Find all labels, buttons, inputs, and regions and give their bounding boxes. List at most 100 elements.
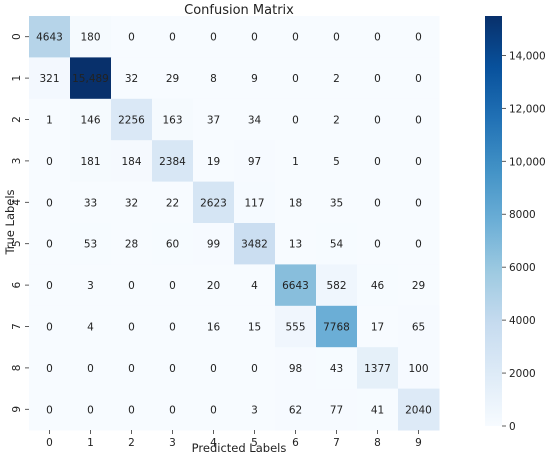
heatmap-cell-r5-c3 (152, 223, 194, 265)
heatmap-cell-r5-c5 (234, 223, 276, 265)
colorbar-tick-label-1: 2000 (509, 368, 536, 380)
heatmap-cell-r6-c1 (70, 264, 112, 307)
heatmap-cell-r3-c8 (357, 140, 399, 183)
cell-label-r5-c6: 13 (289, 239, 302, 251)
cell-label-r1-c9: 0 (415, 73, 422, 85)
cell-label-r0-c2: 0 (128, 32, 135, 44)
heatmap-cell-r0-c6 (275, 16, 317, 58)
heatmap-cell-r5-c4 (193, 223, 235, 265)
heatmap-cell-r2-c1 (70, 98, 112, 141)
cell-label-r4-c2: 32 (125, 197, 138, 209)
heatmap-cell-r7-c0 (29, 305, 71, 348)
heatmap-cell-r2-c6 (275, 98, 317, 141)
colorbar-gradient (485, 16, 502, 426)
heatmap-cell-r4-c5 (234, 181, 276, 224)
cell-label-r3-c5: 97 (248, 156, 261, 168)
cell-label-r8-c3: 0 (169, 363, 176, 375)
cell-label-r1-c4: 8 (210, 73, 217, 85)
heatmap-cell-r7-c9 (398, 305, 440, 348)
colorbar-tick-label-7: 14,000 (509, 50, 546, 62)
x-axis-label: Predicted Labels (192, 441, 287, 455)
heatmap-cell-r2-c0 (29, 98, 71, 141)
heatmap-cell-r7-c1 (70, 305, 112, 348)
heatmap-cell-r2-c5 (234, 98, 276, 141)
heatmap-cell-r7-c5 (234, 305, 276, 348)
heatmap-cell-r7-c7 (316, 305, 358, 348)
x-tick-label-9: 9 (415, 437, 422, 449)
cell-label-r5-c3: 60 (166, 239, 179, 251)
cell-label-r3-c2: 184 (121, 156, 141, 168)
heatmap-cell-r0-c0 (29, 16, 71, 58)
cell-label-r4-c8: 0 (374, 197, 381, 209)
x-axis: 0 1 2 3 4 5 6 7 8 9 (46, 430, 422, 449)
cell-label-r3-c4: 19 (207, 156, 220, 168)
cell-label-r0-c9: 0 (415, 32, 422, 44)
heatmap-cell-r7-c3 (152, 305, 194, 348)
y-tick-label-8: 8 (11, 365, 23, 372)
cell-label-r7-c0: 0 (46, 322, 53, 334)
cell-label-r5-c8: 0 (374, 239, 381, 251)
cell-label-r7-c3: 0 (169, 322, 176, 334)
cell-label-r8-c5: 0 (251, 363, 258, 375)
heatmap-cell-r5-c9 (398, 223, 440, 265)
heatmap-cell-r1-c8 (357, 57, 399, 100)
cell-label-r5-c5: 3482 (241, 239, 268, 251)
cell-label-r6-c7: 582 (326, 280, 346, 292)
cell-label-r7-c4: 16 (207, 322, 221, 334)
cell-label-r9-c3: 0 (169, 404, 176, 416)
heatmap-cell-r7-c4 (193, 305, 235, 348)
cell-label-r5-c2: 28 (125, 239, 138, 251)
cell-label-r0-c1: 180 (80, 32, 100, 44)
heatmap-cell-r9-c2 (111, 388, 153, 431)
cell-label-r7-c7: 7768 (323, 322, 350, 334)
heatmap-cell-r8-c1 (70, 347, 112, 390)
heatmap-cell-r4-c6 (275, 181, 317, 224)
cell-label-r6-c0: 0 (46, 280, 53, 292)
heatmap-cell-r9-c1 (70, 388, 112, 431)
cell-label-r3-c9: 0 (415, 156, 422, 168)
heatmap-cell-r6-c5 (234, 264, 276, 307)
cell-label-r3-c3: 2384 (159, 156, 186, 168)
cell-label-r1-c5: 9 (251, 73, 258, 85)
cell-label-r8-c6: 98 (289, 363, 302, 375)
heatmap-cell-r4-c1 (70, 181, 112, 224)
cell-label-r2-c1: 146 (80, 115, 100, 127)
cell-label-r5-c4: 99 (207, 239, 220, 251)
cell-label-r8-c7: 43 (330, 363, 343, 375)
cell-label-r6-c5: 4 (251, 280, 258, 292)
cell-label-r6-c4: 20 (207, 280, 220, 292)
cell-label-r2-c9: 0 (415, 115, 422, 127)
heatmap-cell-r1-c5 (234, 57, 276, 100)
cell-label-r1-c7: 2 (333, 73, 340, 85)
heatmap-cell-r4-c3 (152, 181, 194, 224)
cell-label-r8-c8: 1377 (364, 363, 391, 375)
cell-label-r1-c3: 29 (166, 73, 179, 85)
cell-label-r6-c1: 3 (87, 280, 94, 292)
x-tick-label-1: 1 (87, 437, 94, 449)
heatmap-cell-r3-c4 (193, 140, 235, 183)
heatmap-cell-r9-c3 (152, 388, 194, 431)
cell-label-r0-c4: 0 (210, 32, 217, 44)
y-tick-label-2: 2 (11, 116, 23, 123)
heatmap-cell-r9-c5 (234, 388, 276, 431)
colorbar-tick-label-3: 6000 (509, 262, 536, 274)
heatmap-cell-r8-c6 (275, 347, 317, 390)
cell-label-r6-c6: 6643 (282, 280, 309, 292)
cell-label-r4-c0: 0 (46, 197, 53, 209)
cell-label-r3-c8: 0 (374, 156, 381, 168)
heatmap-cell-r4-c8 (357, 181, 399, 224)
cell-label-r6-c9: 29 (412, 280, 425, 292)
cell-label-r8-c9: 100 (408, 363, 428, 375)
heatmap-cell-r1-c7 (316, 57, 358, 100)
colorbar-tick-label-6: 12,000 (509, 103, 546, 115)
cell-label-r9-c1: 0 (87, 404, 94, 416)
y-tick-label-7: 7 (11, 323, 23, 330)
heatmap-cell-r1-c2 (111, 57, 153, 100)
cell-label-r1-c8: 0 (374, 73, 381, 85)
heatmap-cell-r3-c2 (111, 140, 153, 183)
heatmap-cell-r8-c3 (152, 347, 194, 390)
heatmap-cell-r6-c4 (193, 264, 235, 307)
cell-label-r8-c0: 0 (46, 363, 53, 375)
